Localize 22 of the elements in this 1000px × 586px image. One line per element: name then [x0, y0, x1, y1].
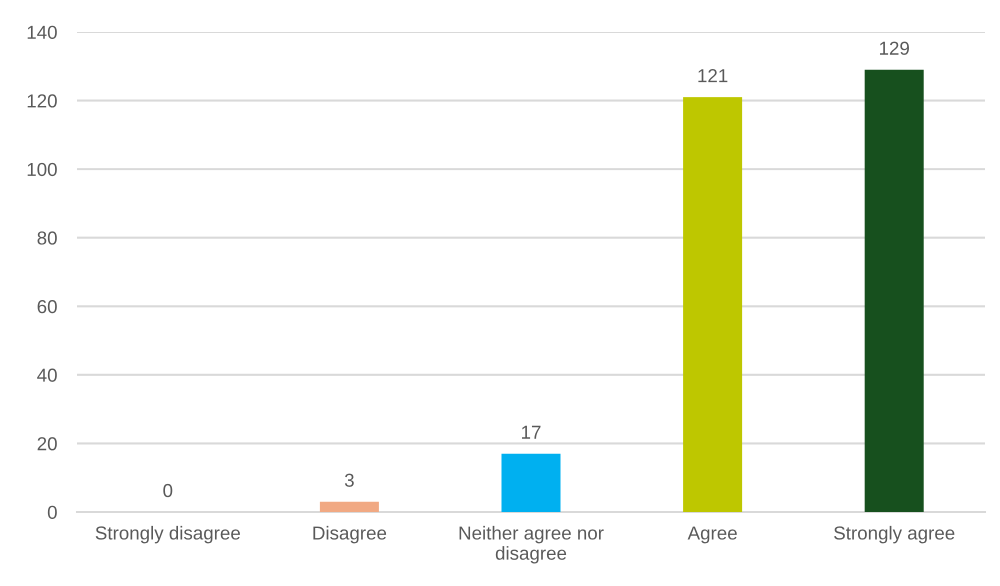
data-label: 0	[163, 484, 172, 498]
y-tick-label: 20	[38, 437, 57, 450]
y-tick-label: 60	[38, 300, 57, 314]
bar	[864, 70, 924, 512]
data-label: 3	[344, 474, 354, 487]
bar	[501, 454, 561, 512]
y-tick-label: 80	[38, 231, 57, 245]
y-tick-label: 140	[28, 26, 57, 39]
x-tick-label: Disagree	[313, 526, 386, 544]
x-tick-label: Strongly disagree	[96, 526, 240, 544]
data-label: 121	[698, 69, 728, 82]
x-tick-label: Strongly agree	[834, 526, 954, 544]
y-tick-label: 100	[28, 162, 57, 176]
y-tick-label: 0	[48, 506, 57, 519]
x-tick-label: Agree	[688, 526, 737, 544]
x-tick-label: Neither agree nor disagree	[460, 526, 604, 564]
bar	[683, 97, 742, 512]
bar	[320, 502, 379, 512]
data-label: 17	[522, 426, 540, 439]
y-tick-label: 120	[28, 94, 57, 108]
data-label: 129	[880, 42, 909, 55]
y-tick-label: 40	[37, 368, 57, 382]
